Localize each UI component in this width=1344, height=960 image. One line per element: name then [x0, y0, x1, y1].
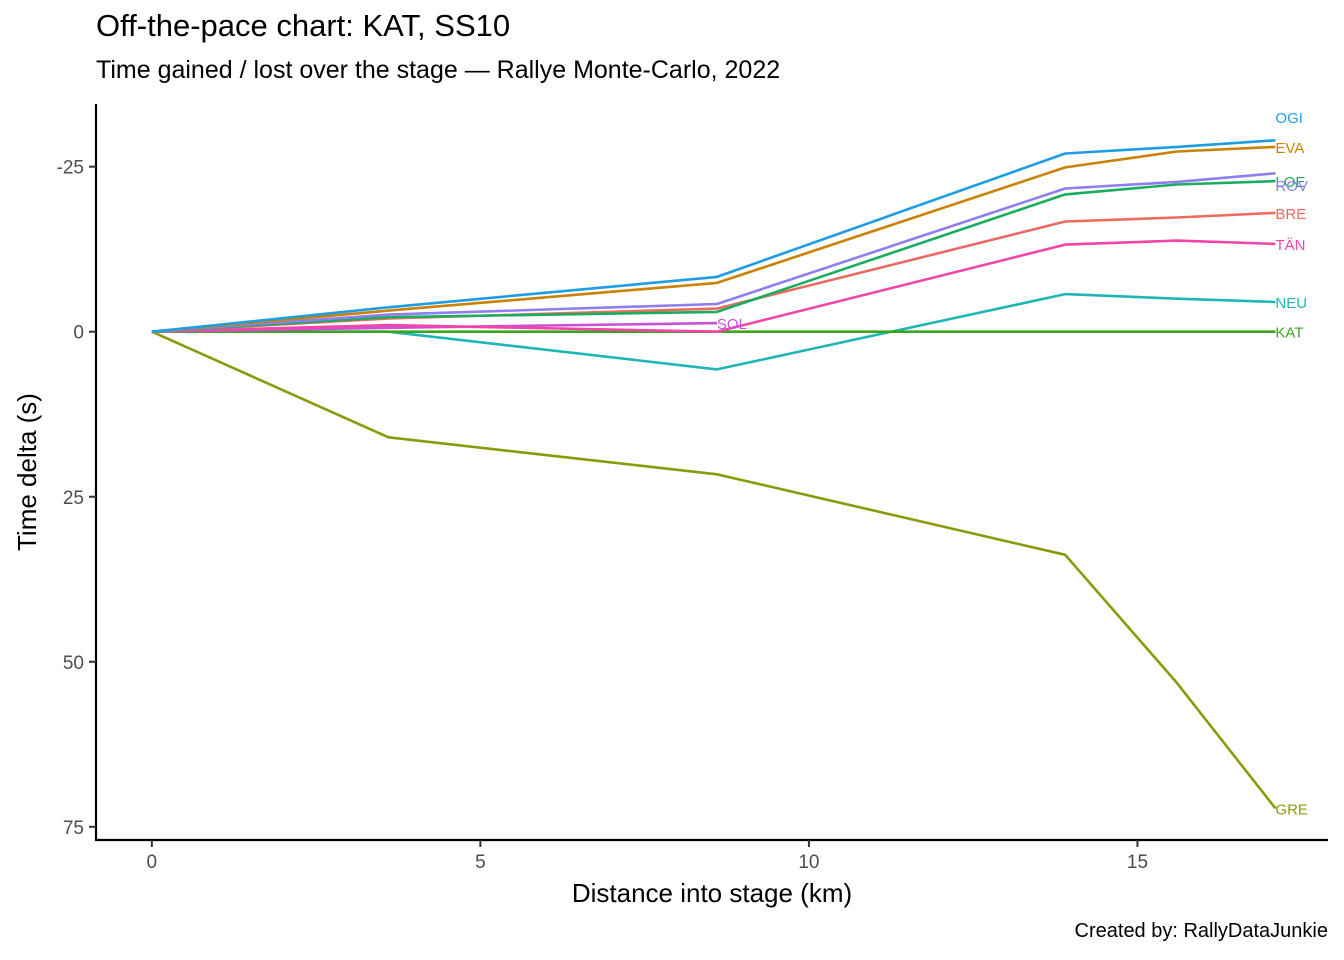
- y-tick-label: 75: [63, 818, 84, 839]
- y-tick-label: 25: [63, 488, 84, 509]
- series-lines: [151, 139, 1277, 810]
- series-line-eva: [151, 145, 1276, 333]
- y-tick-label: 0: [73, 323, 84, 344]
- series-line-rov: [151, 172, 1276, 333]
- x-axis-title: Distance into stage (km): [572, 878, 852, 908]
- series-label-tän: TÄN: [1275, 237, 1305, 254]
- y-axis-ticks: -25 0 25 50 75: [57, 158, 96, 839]
- series-label-neu: NEU: [1275, 295, 1307, 312]
- chart-title: Off-the-pace chart: KAT, SS10: [96, 8, 511, 43]
- x-tick-label: 0: [147, 852, 158, 873]
- y-tick-label: -25: [57, 158, 84, 179]
- series-label-eva: EVA: [1275, 140, 1304, 157]
- series-line-tän: [151, 239, 1276, 334]
- x-axis-ticks: 0 5 10 15: [147, 840, 1148, 873]
- y-tick-label: 50: [63, 653, 84, 674]
- chart-subtitle: Time gained / lost over the stage — Rall…: [96, 56, 781, 84]
- series-line-gre: [151, 330, 1277, 810]
- series-label-kat: KAT: [1275, 325, 1303, 342]
- series-label-loe: LOE: [1275, 174, 1305, 191]
- y-axis-title: Time delta (s): [12, 393, 42, 551]
- series-label-sol: SOL: [717, 316, 747, 333]
- series-label-rov: ROV: [1275, 178, 1308, 195]
- series-label-bre: BRE: [1275, 206, 1306, 223]
- x-tick-label: 15: [1127, 852, 1148, 873]
- series-label-ogi: OGI: [1275, 110, 1303, 127]
- series-label-gre: GRE: [1275, 801, 1308, 818]
- series-line-ogi: [151, 139, 1276, 333]
- chart-caption: Created by: RallyDataJunkie: [1074, 920, 1328, 942]
- series-line-loe: [151, 179, 1276, 333]
- x-tick-label: 5: [475, 852, 486, 873]
- x-tick-label: 10: [798, 852, 819, 873]
